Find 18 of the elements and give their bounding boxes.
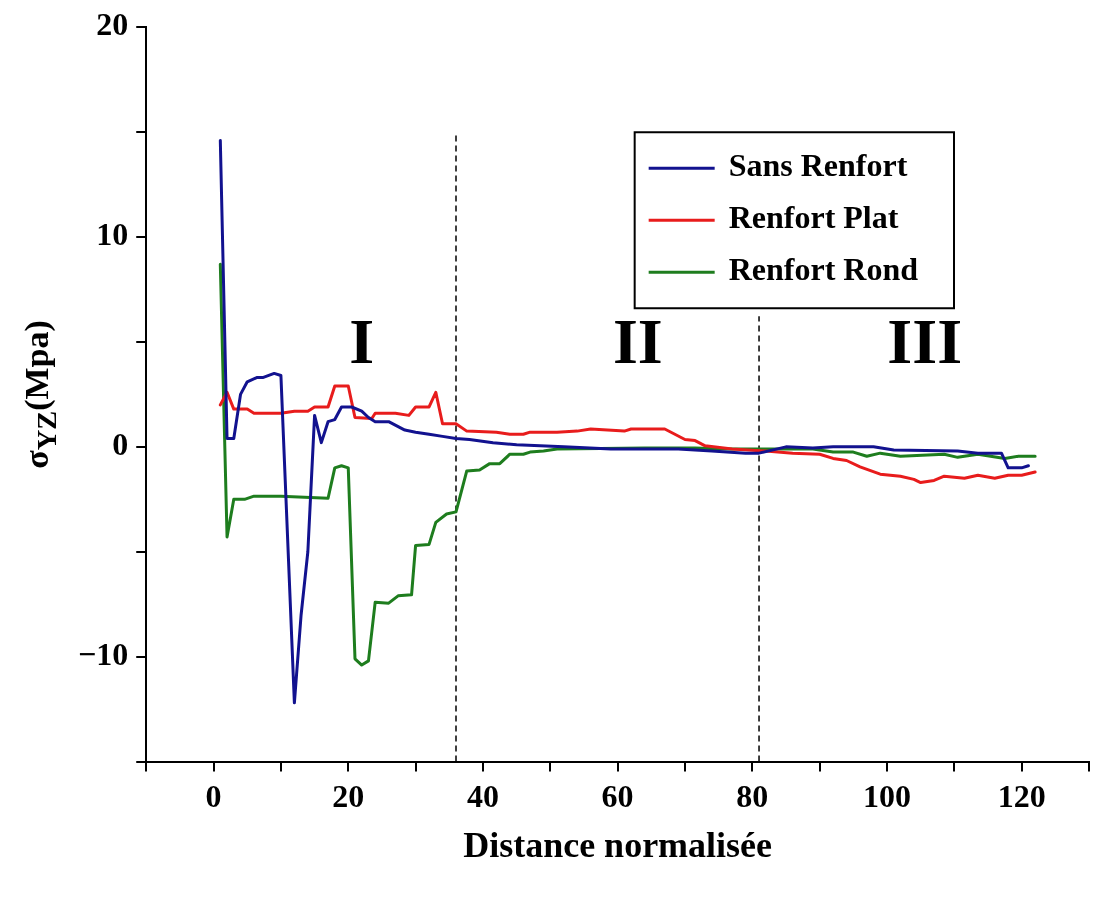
legend-label: Sans Renfort	[728, 147, 908, 184]
legend-label: Renfort Plat	[728, 199, 899, 236]
annotation: III	[887, 306, 963, 378]
x-tick-label: 60	[601, 778, 634, 815]
x-tick-label: 40	[466, 778, 499, 815]
x-tick-label: 120	[997, 778, 1046, 815]
legend-label: Renfort Rond	[728, 251, 919, 288]
annotation: I	[349, 306, 375, 378]
x-tick-label: 80	[736, 778, 769, 815]
x-tick-label: 100	[862, 778, 911, 815]
annotation: II	[612, 306, 663, 378]
x-tick-label: 20	[332, 778, 365, 815]
y-tick-label: 10	[96, 216, 129, 253]
y-tick-label: −10	[78, 635, 129, 672]
y-tick-label: 20	[96, 6, 129, 43]
y-tick-label: 0	[112, 426, 129, 463]
x-tick-label: 0	[205, 778, 222, 815]
x-axis-title: Distance normalisée	[462, 823, 774, 866]
